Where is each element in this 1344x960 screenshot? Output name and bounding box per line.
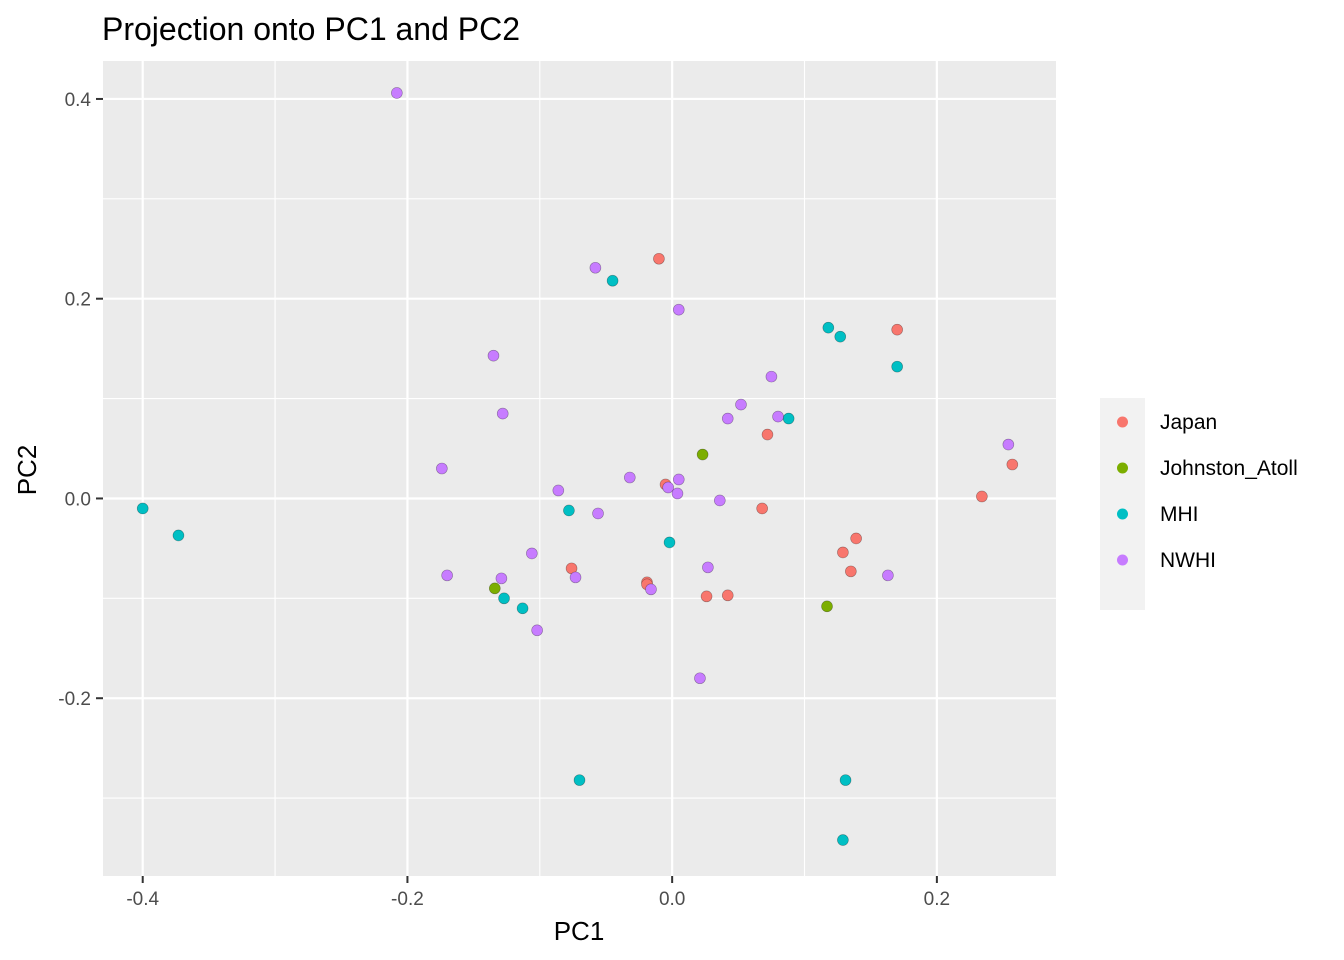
- point-nwhi: [436, 462, 448, 475]
- point-nwhi: [671, 487, 684, 500]
- y-tick-label: 0.0: [65, 489, 91, 510]
- point-nwhi: [1002, 438, 1015, 451]
- point-nwhi: [672, 303, 685, 316]
- point-nwhi: [391, 87, 403, 99]
- legend-key-background: [1100, 398, 1145, 610]
- point-mhi: [563, 504, 575, 517]
- y-tick-label: 0.4: [65, 90, 92, 111]
- point-japan: [845, 565, 857, 578]
- point-nwhi: [487, 349, 500, 362]
- x-tick-label: -0.4: [126, 889, 159, 910]
- point-mhi: [606, 274, 619, 287]
- point-japan: [891, 323, 903, 336]
- point-japan: [1006, 458, 1019, 471]
- point-mhi: [498, 592, 510, 605]
- point-johnston-atoll: [696, 448, 709, 461]
- point-japan: [761, 428, 774, 441]
- legend-key-mhi: [1117, 508, 1128, 520]
- point-nwhi: [623, 471, 636, 484]
- legend-label-japan: Japan: [1160, 411, 1217, 434]
- point-nwhi: [721, 412, 734, 425]
- point-nwhi: [772, 410, 784, 423]
- point-mhi: [136, 502, 149, 515]
- point-johnston-atoll: [488, 582, 501, 595]
- point-japan: [653, 252, 665, 265]
- point-mhi: [573, 774, 586, 786]
- legend: Japan Johnston_Atoll MHI NWHI: [1100, 398, 1298, 610]
- point-johnston-atoll: [821, 600, 833, 613]
- y-axis: -0.2 0.0 0.2 0.4: [58, 90, 103, 710]
- legend-label-johnston-atoll: Johnston_Atoll: [1160, 457, 1298, 480]
- point-mhi: [839, 774, 852, 786]
- x-tick-label: 0.2: [924, 889, 950, 910]
- x-axis-title: PC1: [554, 916, 605, 946]
- y-tick-label: -0.2: [58, 689, 91, 710]
- x-tick-label: 0.0: [659, 889, 685, 910]
- point-nwhi: [882, 569, 894, 582]
- point-nwhi: [526, 547, 538, 560]
- point-nwhi: [496, 407, 509, 420]
- point-nwhi: [531, 624, 543, 637]
- legend-label-nwhi: NWHI: [1160, 549, 1216, 572]
- point-japan: [700, 590, 713, 603]
- point-nwhi: [765, 370, 778, 383]
- x-tick-label: -0.2: [391, 889, 424, 910]
- point-nwhi: [569, 571, 582, 584]
- y-axis-title: PC2: [12, 445, 42, 496]
- point-mhi: [663, 536, 676, 549]
- minor-gridlines: [103, 61, 1056, 876]
- point-nwhi: [714, 494, 726, 507]
- point-nwhi: [735, 398, 747, 411]
- legend-key-johnston-atoll: [1117, 462, 1128, 474]
- point-nwhi: [441, 569, 453, 582]
- plot-panel: [103, 61, 1056, 876]
- point-japan: [837, 546, 849, 559]
- point-japan: [756, 502, 768, 515]
- point-mhi: [834, 330, 847, 343]
- data-points: [136, 87, 1019, 846]
- y-tick-label: 0.2: [65, 290, 91, 311]
- point-japan: [850, 532, 862, 545]
- legend-label-mhi: MHI: [1160, 503, 1199, 526]
- x-axis: -0.4 -0.2 0.0 0.2: [126, 876, 950, 910]
- point-nwhi: [672, 473, 685, 486]
- point-japan: [976, 490, 988, 503]
- point-nwhi: [589, 261, 602, 274]
- point-mhi: [822, 321, 835, 334]
- point-nwhi: [552, 484, 565, 497]
- point-japan: [721, 589, 734, 602]
- point-nwhi: [645, 583, 657, 596]
- point-nwhi: [662, 481, 674, 494]
- legend-key-nwhi: [1117, 554, 1128, 566]
- point-mhi: [837, 834, 849, 846]
- point-nwhi: [495, 572, 508, 585]
- point-nwhi: [702, 561, 714, 574]
- point-mhi: [172, 529, 185, 542]
- point-mhi: [782, 412, 795, 425]
- chart-title: Projection onto PC1 and PC2: [102, 11, 520, 47]
- point-mhi: [891, 360, 903, 373]
- point-nwhi: [694, 672, 706, 685]
- point-mhi: [516, 602, 529, 615]
- legend-key-japan: [1117, 416, 1128, 428]
- major-gridlines: [103, 61, 1056, 876]
- point-nwhi: [592, 507, 604, 520]
